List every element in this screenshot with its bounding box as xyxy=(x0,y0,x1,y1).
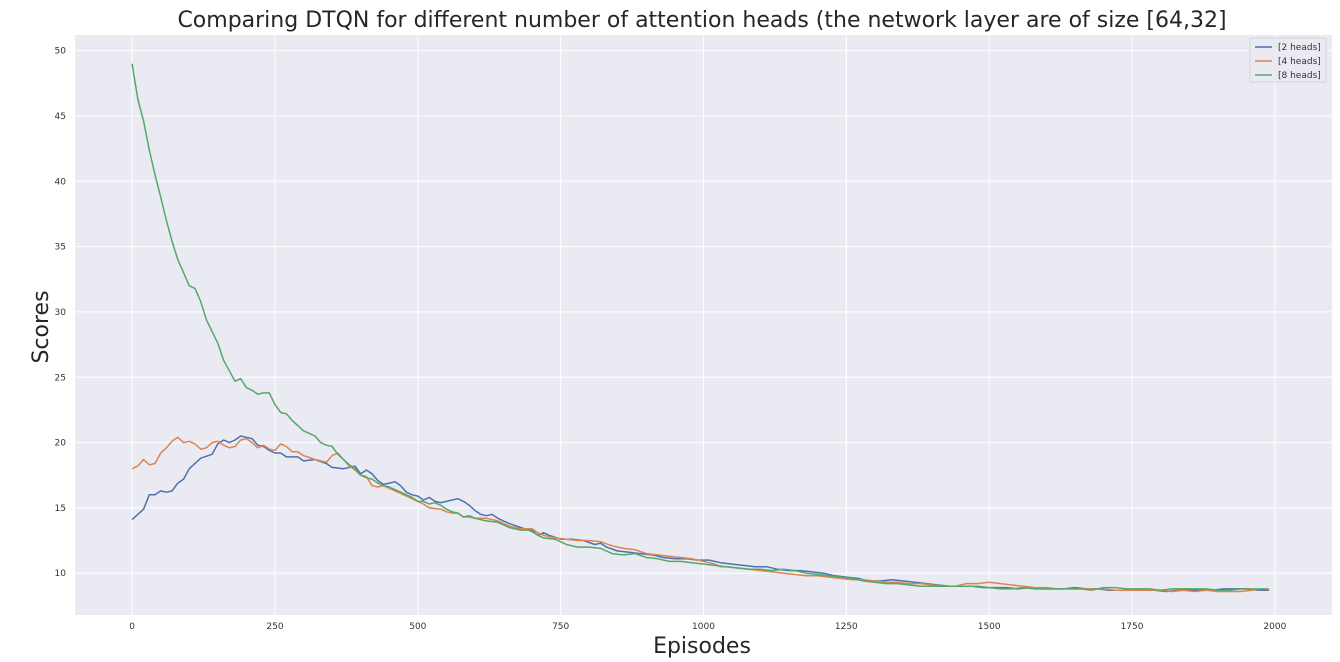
y-tick-label: 15 xyxy=(55,504,66,514)
y-tick-label: 30 xyxy=(55,308,67,318)
y-tick-label: 25 xyxy=(55,373,66,383)
y-tick-label: 50 xyxy=(55,47,67,57)
legend-label: [2 heads] xyxy=(1278,43,1321,53)
x-tick-label: 1000 xyxy=(692,622,715,632)
grid-lines xyxy=(75,35,1332,615)
x-tick-label: 1500 xyxy=(978,622,1001,632)
y-tick-label: 40 xyxy=(55,177,67,187)
x-axis-ticks: 0 250 500 750 1000 1250 1500 1750 2000 xyxy=(129,622,1286,632)
x-tick-label: 250 xyxy=(266,622,283,632)
y-axis-ticks: 10 15 20 25 30 35 40 45 50 xyxy=(55,47,67,580)
legend: [2 heads] [4 heads] [8 heads] xyxy=(1249,37,1327,83)
x-tick-label: 1250 xyxy=(835,622,858,632)
x-tick-label: 1750 xyxy=(1121,622,1144,632)
x-tick-label: 500 xyxy=(409,622,426,632)
y-tick-label: 35 xyxy=(55,243,66,253)
legend-label: [8 heads] xyxy=(1278,71,1321,81)
y-tick-label: 45 xyxy=(55,112,66,122)
legend-label: [4 heads] xyxy=(1278,57,1321,67)
y-axis-label: Scores xyxy=(29,290,54,363)
chart-title: Comparing DTQN for different number of a… xyxy=(177,8,1226,33)
series-line-2 xyxy=(131,436,1270,593)
y-tick-label: 20 xyxy=(55,439,67,449)
x-axis-label: Episodes xyxy=(653,634,751,659)
x-tick-label: 750 xyxy=(552,622,569,632)
x-tick-label: 0 xyxy=(129,622,135,632)
legend-box xyxy=(1249,37,1327,83)
series-lines xyxy=(131,63,1270,593)
y-tick-label: 10 xyxy=(55,569,67,579)
x-tick-label: 2000 xyxy=(1263,622,1286,632)
series-line-3 xyxy=(131,63,1270,591)
